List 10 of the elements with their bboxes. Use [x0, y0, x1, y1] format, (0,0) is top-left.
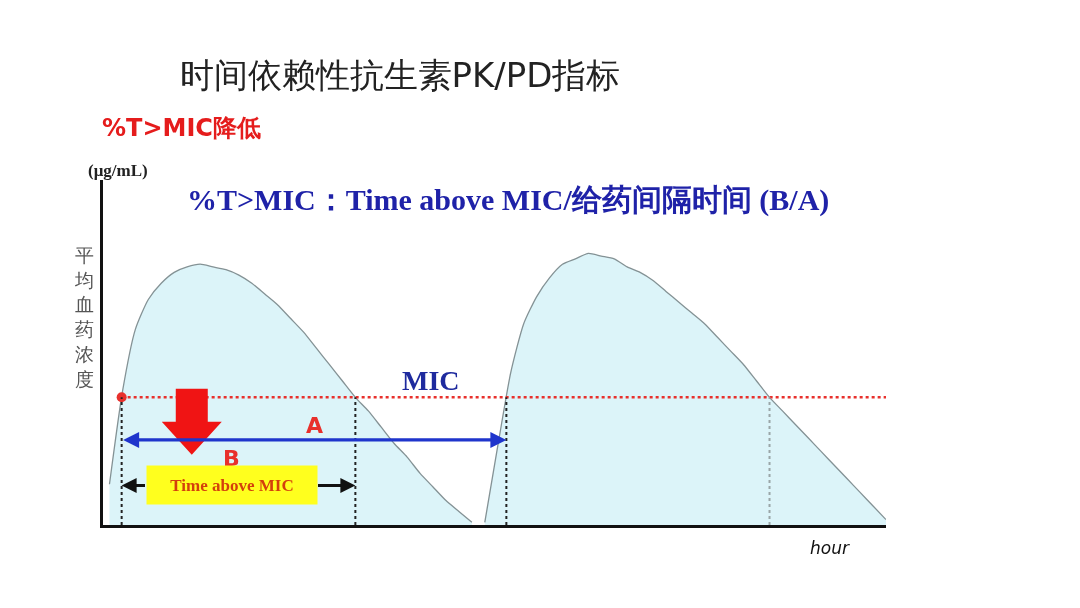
text: %T>MIC：Time above MIC/给药间隔时间 (B/A)	[187, 183, 830, 217]
annotation: B	[223, 446, 240, 471]
x-axis-title: hour	[810, 538, 850, 558]
annotation: Time above MIC	[170, 475, 294, 495]
chart-title: 时间依赖性抗生素PK/PD指标	[179, 54, 621, 95]
text: (μg/mL)	[88, 161, 148, 180]
chart-subtitle: %T>MIC降低	[102, 114, 261, 142]
ref-line-label: MIC	[402, 365, 460, 396]
y-axis-title: 平均血药浓度	[74, 245, 94, 390]
annotation: A	[306, 413, 324, 438]
